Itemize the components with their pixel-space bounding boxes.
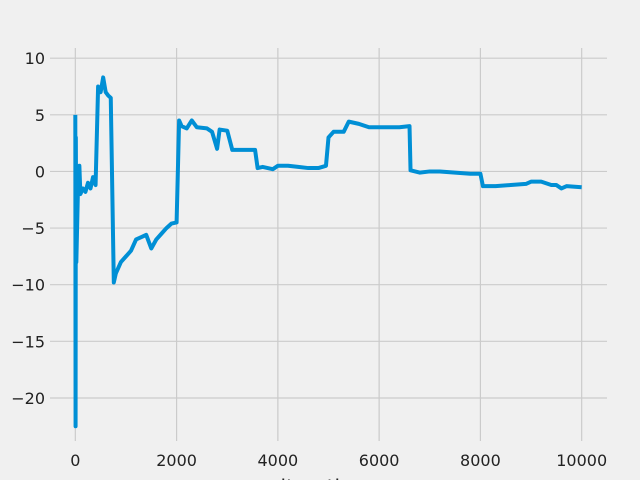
x-tick-label: 10000: [556, 451, 607, 470]
y-tick-label: −10: [11, 276, 45, 295]
y-tick-label: −20: [11, 389, 45, 408]
x-tick-label: 6000: [359, 451, 400, 470]
y-tick-label: −5: [21, 219, 45, 238]
y-tick-label: −15: [11, 332, 45, 351]
y-tick-label: 5: [35, 106, 45, 125]
x-tick-label: 2000: [156, 451, 197, 470]
y-tick-label: 10: [25, 49, 45, 68]
x-tick-label: 8000: [460, 451, 501, 470]
x-tick-label: 0: [70, 451, 80, 470]
x-tick-label: 4000: [258, 451, 299, 470]
y-tick-label: 0: [35, 162, 45, 181]
x-axis-label: iterations: [281, 475, 376, 480]
data-line: [73, 75, 582, 429]
